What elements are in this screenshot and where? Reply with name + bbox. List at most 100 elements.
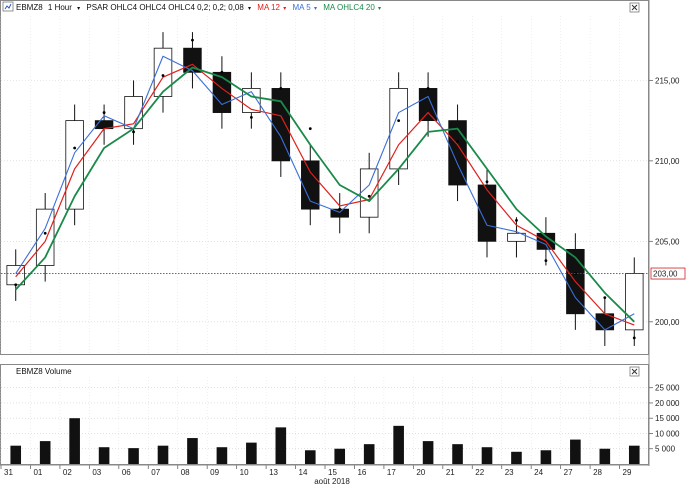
date-tick-label: 21 [446, 468, 455, 477]
moving-average-layer [15, 55, 635, 331]
psar-dot [338, 207, 342, 211]
psar-dot [161, 74, 165, 77]
volume-tick-label: 5 000 [655, 445, 676, 454]
date-tick-label: 27 [564, 468, 573, 477]
price-axis-ticks: 200,00 205,00 210,00 215,00 [649, 76, 680, 327]
volume-bar [304, 450, 316, 464]
psar-dot [102, 111, 106, 114]
psar-dot [632, 336, 636, 340]
volume-bar [275, 427, 287, 464]
volume-panel-title: EBMZ8 Volume [16, 367, 72, 376]
psar-dot [426, 87, 430, 90]
volume-bar [363, 444, 375, 464]
volume-bar [540, 450, 552, 464]
volume-bar [334, 448, 346, 464]
month-label: août 2018 [314, 477, 350, 486]
volume-axis-ticks: 5 000 10 000 15 000 20 000 25 000 [649, 384, 680, 454]
volume-bar [570, 439, 581, 464]
volume-grid-lines [1, 387, 649, 450]
psar-dot [397, 119, 401, 123]
symbol-label: EBMZ8 [16, 3, 43, 12]
date-tick-label: 23 [505, 468, 514, 477]
date-tick-label: 28 [593, 468, 602, 477]
psar-dot [367, 194, 371, 198]
date-tick-label: 13 [269, 468, 278, 477]
psar-dot [43, 231, 47, 235]
svg-text:EBMZ8 1 Hour ▾: EBMZ8 1 Hour ▾ PSAR OHLC4 OHLC4 OHLC4 0,… [16, 3, 381, 12]
candle-body [507, 232, 526, 242]
volume-bar [69, 418, 80, 464]
volume-tick-label: 25 000 [655, 384, 680, 393]
psar-dot [279, 87, 283, 90]
date-tick-label: 07 [151, 468, 160, 477]
volume-bar [628, 445, 640, 464]
volume-bar [393, 425, 404, 464]
price-tick-label: 200,00 [655, 318, 680, 327]
indicator-ma5-label[interactable]: MA 5 [292, 3, 311, 12]
current-price-box [650, 267, 686, 280]
date-tick-label: 06 [122, 468, 131, 477]
date-axis-ticks: 31 01 02 03 06 07 08 09 10 13 14 15 16 17 20 21 22 23 24 27… [0, 464, 649, 477]
ma20-line [15, 66, 635, 323]
volume-bar [39, 441, 51, 464]
psar-dot [220, 70, 224, 74]
date-tick-label: 09 [210, 468, 219, 477]
volume-tick-label: 20 000 [655, 399, 680, 408]
volume-panel-frame [0, 364, 649, 465]
psar-dot [603, 296, 607, 300]
volume-bar [187, 438, 198, 464]
volume-panel-close-icon[interactable] [629, 366, 640, 377]
volume-bar [246, 442, 257, 464]
date-tick-label: 15 [328, 468, 337, 477]
interval-label: 1 Hour [48, 3, 72, 12]
indicator-psar-label[interactable]: PSAR OHLC4 OHLC4 OHLC4 0,2; 0,2; 0,08 [86, 3, 244, 12]
current-price-label: 203,00 [653, 270, 678, 279]
ma5-dropdown-icon[interactable]: ▾ [314, 6, 317, 12]
date-tick-label: 29 [623, 468, 632, 477]
candle-body [448, 120, 467, 186]
volume-bar [157, 445, 169, 464]
psar-dot [191, 38, 194, 42]
date-tick-label: 16 [357, 468, 366, 477]
date-tick-label: 08 [181, 468, 190, 477]
psar-dropdown-icon[interactable]: ▾ [248, 6, 251, 12]
indicator-ma12-label[interactable]: MA 12 [257, 3, 280, 12]
psar-dot [456, 140, 459, 143]
interval-dropdown-icon[interactable]: ▾ [77, 6, 80, 12]
candle-body [301, 160, 320, 210]
psar-dot [515, 219, 518, 222]
panel-close-icon[interactable] [629, 2, 640, 13]
volume-bars-layer [10, 418, 640, 464]
date-tick-label: 17 [387, 468, 396, 477]
psar-dot [73, 146, 77, 150]
price-panel-frame [0, 0, 649, 355]
volume-tick-label: 10 000 [655, 429, 680, 438]
psar-dot [249, 116, 253, 119]
price-tick-label: 205,00 [655, 237, 680, 246]
date-tick-label: 02 [63, 468, 72, 477]
ma12-line [15, 63, 635, 326]
psar-dot [308, 127, 312, 131]
date-tick-label: 10 [240, 468, 249, 477]
date-tick-label: 20 [416, 468, 425, 477]
ma20-dropdown-icon[interactable]: ▾ [378, 6, 381, 12]
volume-bar [481, 447, 493, 464]
indicator-ma20-label[interactable]: MA OHLC4 20 [323, 3, 375, 12]
psar-dot [544, 259, 548, 263]
psar-dot [485, 180, 489, 184]
date-tick-label: 14 [299, 468, 308, 477]
volume-bar [128, 448, 139, 464]
volume-tick-label: 15 000 [655, 414, 680, 423]
date-tick-label: 24 [534, 468, 543, 477]
chart-type-icon-glyph [4, 3, 12, 10]
volume-bar [10, 445, 22, 464]
date-tick-label: 31 [4, 468, 13, 477]
ma12-dropdown-icon[interactable]: ▾ [283, 6, 286, 12]
volume-bar [422, 441, 434, 464]
price-tick-label: 215,00 [655, 76, 680, 85]
date-tick-label: 03 [92, 468, 101, 477]
price-tick-label: 210,00 [655, 157, 680, 166]
volume-bar [452, 444, 463, 464]
